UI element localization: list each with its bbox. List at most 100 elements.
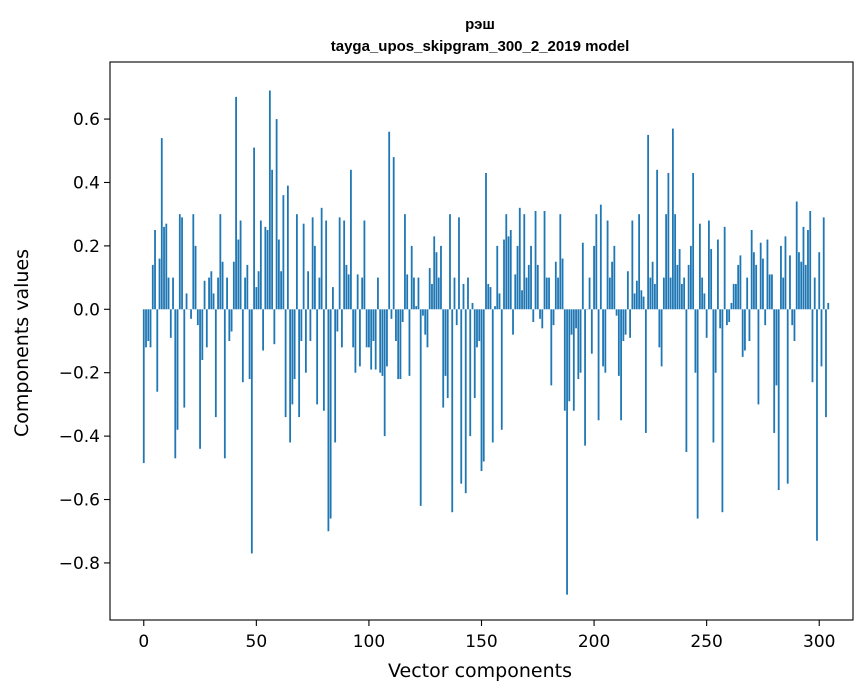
bar-3 (149, 309, 152, 348)
bar-18 (183, 309, 186, 408)
bar-161 (505, 214, 508, 310)
bar-187 (563, 309, 566, 411)
bar-82 (327, 309, 330, 532)
bar-214 (624, 309, 627, 335)
bar-238 (678, 249, 681, 310)
bar-121 (415, 306, 418, 310)
bar-94 (354, 309, 357, 373)
bar-58 (273, 309, 276, 345)
bar-219 (635, 280, 638, 310)
bar-172 (530, 245, 532, 310)
bar-31 (212, 293, 215, 310)
bar-71 (302, 223, 305, 310)
bar-203 (599, 204, 602, 310)
bar-229 (658, 309, 661, 348)
bar-150 (480, 309, 483, 471)
bar-185 (559, 214, 562, 310)
bar-217 (631, 220, 634, 310)
bar-195 (581, 242, 584, 310)
bar-24 (196, 309, 199, 326)
bar-17 (181, 217, 183, 310)
bar-59 (275, 119, 278, 310)
bar-222 (642, 296, 645, 310)
bar-29 (208, 277, 210, 310)
bar-61 (280, 271, 283, 310)
bar-166 (516, 245, 519, 310)
bar-211 (617, 309, 620, 376)
bar-256 (719, 309, 722, 329)
bar-206 (606, 220, 609, 310)
bar-173 (532, 309, 535, 322)
bar-116 (404, 214, 406, 310)
bar-295 (807, 230, 809, 310)
bar-56 (268, 90, 271, 310)
bar-254 (714, 309, 717, 373)
bar-92 (350, 169, 352, 310)
bar-96 (359, 309, 361, 367)
bar-266 (741, 309, 744, 357)
bar-107 (383, 309, 386, 437)
bar-262 (732, 283, 735, 310)
bar-181 (550, 309, 553, 386)
bar-140 (458, 217, 460, 310)
bar-6 (156, 309, 159, 392)
bar-120 (413, 277, 415, 310)
x-tick-label: 150 (465, 632, 497, 652)
bar-176 (539, 309, 541, 319)
bar-179 (545, 277, 548, 310)
bar-2 (147, 309, 150, 341)
bar-288 (791, 309, 794, 326)
bar-240 (683, 277, 686, 310)
bar-21 (190, 309, 192, 319)
bar-118 (408, 309, 411, 376)
bar-4 (151, 264, 154, 310)
bar-62 (282, 195, 285, 310)
x-axis-label: Vector components (388, 660, 572, 682)
x-tick-label: 50 (246, 632, 268, 652)
bar-37 (226, 277, 228, 310)
bar-244 (692, 172, 695, 310)
bar-119 (410, 245, 413, 310)
bar-105 (379, 309, 382, 373)
bar-199 (590, 309, 593, 354)
bar-139 (455, 309, 458, 326)
bar-160 (503, 239, 505, 310)
bar-101 (370, 309, 373, 370)
bar-194 (579, 309, 582, 373)
bar-72 (304, 309, 307, 373)
bar-87 (338, 217, 341, 310)
bar-128 (431, 283, 433, 310)
bar-70 (300, 309, 303, 341)
bar-293 (802, 226, 805, 310)
bar-286 (786, 309, 789, 484)
bar-112 (395, 309, 397, 341)
bar-210 (615, 309, 618, 316)
bar-249 (703, 293, 706, 310)
bar-5 (154, 230, 156, 310)
bar-215 (626, 271, 629, 310)
bar-202 (597, 309, 600, 421)
bar-196 (584, 309, 586, 446)
bar-63 (284, 309, 287, 418)
bar-258 (723, 226, 726, 310)
x-axis: 0 50 100 150 200 250 300 (138, 620, 835, 652)
bar-16 (178, 214, 181, 310)
bar-227 (653, 283, 656, 310)
bar-99 (365, 309, 368, 348)
bar-33 (217, 277, 219, 310)
bar-233 (667, 172, 670, 310)
bar-263 (735, 283, 737, 310)
bar-226 (651, 261, 654, 310)
y-axis-label: Components values (11, 249, 33, 437)
bar-126 (426, 309, 429, 348)
bar-66 (291, 309, 294, 405)
bar-300 (818, 252, 821, 310)
bar-292 (800, 261, 803, 310)
bar-253 (712, 309, 715, 443)
bar-144 (467, 277, 469, 310)
bar-44 (241, 309, 244, 383)
bar-220 (638, 214, 641, 310)
bar-117 (406, 274, 409, 310)
bar-275 (762, 258, 764, 310)
bar-170 (525, 277, 528, 310)
